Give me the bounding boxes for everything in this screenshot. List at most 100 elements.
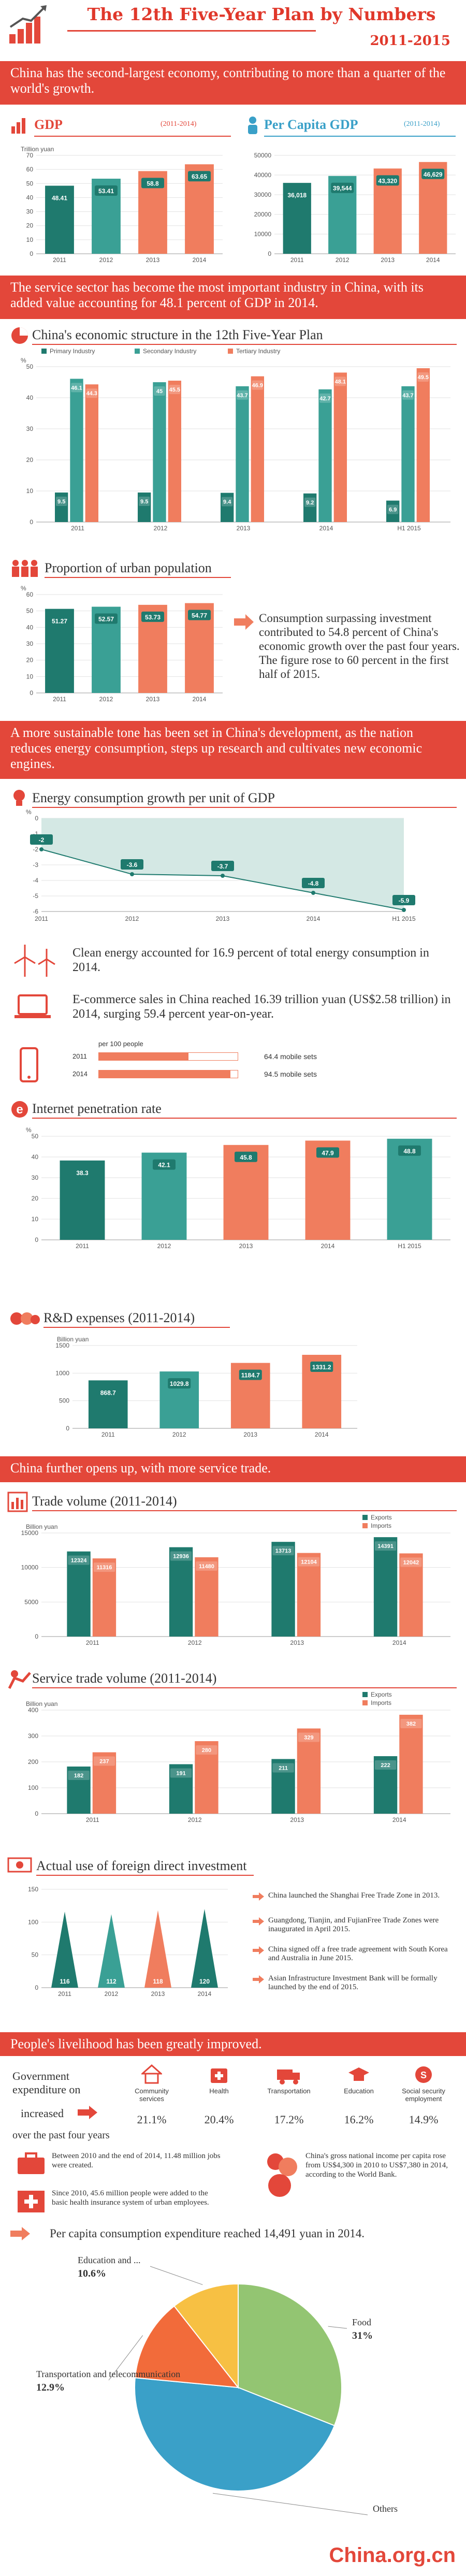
data-label-badge [196,1561,217,1571]
y-tick-label: 30000 [254,191,272,198]
data-label: 9.5 [57,499,65,505]
y-axis-label: Billion yuan [57,1336,89,1343]
gov-item-name: Education [344,2087,374,2095]
x-tick-label: 2014 [319,525,333,532]
gov-item-pct: 20.4% [204,2113,234,2126]
bar [271,1542,295,1637]
gov-increased: increased [21,2107,64,2120]
data-label-badge [154,386,165,396]
x-tick-label: 2012 [188,1816,202,1824]
wind-turbine-icon [14,945,55,977]
arrow-icon [253,1946,264,1955]
y-tick-label: 40 [26,394,34,401]
data-label-badge [168,1378,191,1389]
y-tick-label: 40 [26,624,34,631]
y-tick-label: 20 [26,222,34,229]
legend-swatch [228,349,233,354]
mobile-value-2014: 94.5 mobile sets [264,1070,317,1078]
gdp-range: (2011-2014) [161,120,197,128]
bar [169,1547,193,1637]
x-tick-label: 2014 [307,915,321,922]
data-label: 116 [60,1978,70,1985]
fdi-note-text: Guangdong, Tianjin, and FujianFree Trade… [268,1916,439,1933]
legend-swatch [362,1523,368,1528]
x-tick-label: 2011 [76,1242,89,1250]
fdi-note: China launched the Shanghai Free Trade Z… [253,1891,460,1916]
data-label: 14391 [377,1543,394,1550]
data-label: 237 [99,1759,109,1765]
data-label-badge [68,1771,90,1780]
medical-kit-icon [211,2068,227,2083]
data-label-badge [153,1159,176,1170]
internet-chart: 0 10 20 30 40 50% 38.3 2011 42.1 2012 45.8 2013 47.9… [26,1126,450,1250]
y-axis-label: % [21,585,26,592]
fdi-note: Asian Infrastructure Investment Bank wil… [253,1974,460,2003]
data-label: 44.3 [86,390,97,397]
data-point [311,891,315,895]
y-tick-label: 10 [26,487,34,495]
data-label: 53.41 [98,187,114,195]
data-label-badge [331,182,354,193]
leader-line [328,2326,347,2329]
pcgdp-range: (2011-2014) [404,120,440,128]
data-label-badge [169,385,180,394]
data-label-badge [302,878,325,888]
data-label: 45.8 [240,1154,252,1161]
bar [236,386,249,522]
bar [399,1553,423,1637]
y-tick-label: 0 [268,250,271,257]
y-tick-label: 20 [26,456,34,464]
y-tick-label: 400 [28,1706,38,1714]
y-tick-label: -4 [33,877,38,884]
data-label: 868.7 [100,1389,116,1396]
y-tick-label: 40000 [254,171,272,179]
arrow-icon [253,1892,264,1901]
y-tick-label: 0 [30,250,33,257]
data-label: 280 [202,1747,211,1754]
gov-label: Government expenditure on [12,2070,81,2096]
mobile-year-2014: 2014 [72,1070,88,1078]
banner-livelihood: People's livelihood has been greatly imp… [0,2032,466,2056]
y-tick-label: 0 [35,1810,38,1817]
y-tick-label: 40 [32,1153,39,1161]
data-label-badge [188,610,211,620]
slice-label: Transportation and telecommunication [36,2369,180,2379]
data-label: 6.9 [389,507,397,513]
gov-item-name: Transportation [267,2087,311,2095]
data-label: 112 [106,1978,116,1985]
fdi-note: China signed off a free trade agreement … [253,1945,460,1974]
gov-item: S Social security employment 14.9% [392,2064,455,2126]
x-tick-label: H1 2015 [398,1242,421,1250]
legend-swatch [362,1515,368,1520]
person-icon [248,117,257,134]
legend-label: Exports [371,1514,392,1521]
data-label-badge [387,504,399,514]
bar [67,1551,91,1637]
pie-icon [11,327,28,344]
data-label-badge [239,1369,262,1380]
x-tick-label: 2011 [71,525,84,532]
bar [373,1537,398,1637]
y-tick-label: 500 [59,1397,69,1405]
bar [67,1767,91,1814]
briefcase-icon [18,2152,45,2174]
data-label: 36,018 [287,192,307,199]
y-tick-label: 150 [28,1886,38,1893]
data-label-badge [237,390,248,400]
y-tick-label: -1 [33,830,38,837]
data-label: -2 [39,836,45,844]
x-tick-label: 2013 [290,1816,304,1824]
data-label-badge [402,390,414,400]
page-years: 2011-2015 [370,33,450,49]
bar [144,1910,171,1988]
y-tick-label: 0 [66,1425,69,1432]
data-label-badge [121,859,143,870]
y-tick-label: 30 [26,640,34,647]
urban-title: Proportion of urban population [45,560,212,575]
data-point [39,847,43,851]
data-label-badge [141,611,164,622]
data-label-badge [71,383,82,393]
fdi-chart: 0 50 100 150 116 2011 112 2012 118 2013 120 2014 [28,1886,228,1998]
x-tick-label: 2012 [172,1431,186,1438]
data-label-badge [71,1167,94,1178]
